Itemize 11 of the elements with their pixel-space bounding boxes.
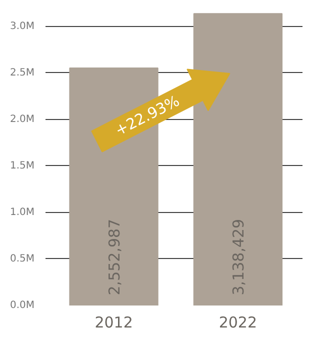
y-tick-label: 2.0M [10,114,34,125]
y-tick-label: 0.5M [10,253,34,264]
x-tick-label: 2012 [94,314,133,332]
y-tick-label: 0.0M [10,300,34,311]
y-tick-label: 1.0M [10,206,34,218]
y-tick-label: 2.5M [10,67,34,78]
data-label: 2,552,987 [105,218,124,296]
x-tick-label: 2022 [218,314,258,332]
y-tick-label: 1.5M [10,160,34,172]
y-tick-label: 3.0M [10,20,34,32]
data-label: 3,138,429 [229,218,248,296]
